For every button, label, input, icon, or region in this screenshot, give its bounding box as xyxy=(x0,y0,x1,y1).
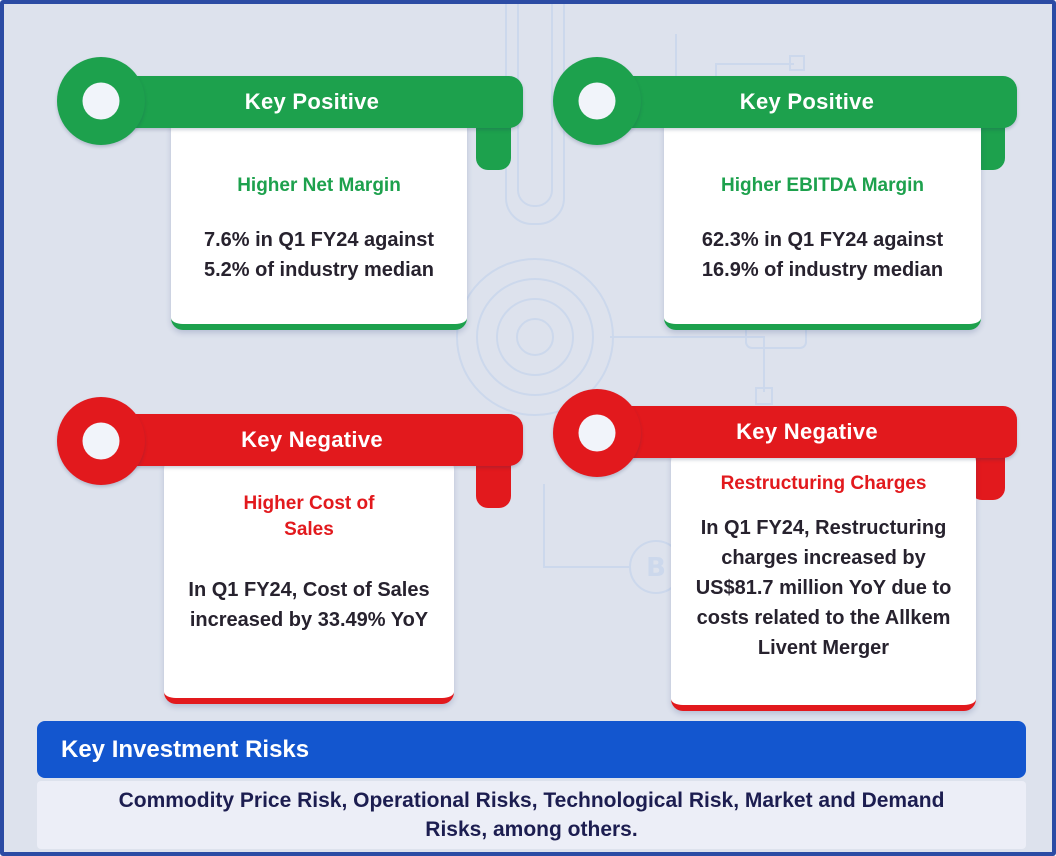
card-body: 7.6% in Q1 FY24 against 5.2% of industry… xyxy=(203,229,435,281)
risks-body-text: Commodity Price Risk, Operational Risks,… xyxy=(118,789,945,841)
risks-header-title: Key Investment Risks xyxy=(61,735,310,763)
key-bar: Key Positive xyxy=(597,76,1017,128)
svg-text:B: B xyxy=(646,553,666,583)
key-investment-risks-banner: Key Investment Risks xyxy=(37,721,1026,778)
card-body: In Q1 FY24, Cost of Sales increased by 3… xyxy=(188,579,430,631)
key-hole xyxy=(578,82,616,120)
key-bar: Key Negative xyxy=(597,406,1017,458)
key-hole xyxy=(82,82,120,120)
key-label: Key Positive xyxy=(739,89,875,114)
card-body: 62.3% in Q1 FY24 against 16.9% of indust… xyxy=(701,229,944,281)
key-negative-card: Restructuring Charges In Q1 FY24, Restru… xyxy=(671,449,976,711)
card-title: Higher Cost of Sales xyxy=(243,493,375,540)
key-bar: Key Positive xyxy=(101,76,523,128)
key-negative-restructuring-charges: Restructuring Charges In Q1 FY24, Restru… xyxy=(553,389,1017,719)
key-ring xyxy=(57,397,145,485)
key-label: Key Positive xyxy=(244,89,380,114)
key-positive-ebitda-margin: Higher EBITDA Margin 62.3% in Q1 FY24 ag… xyxy=(553,57,1017,342)
key-ring xyxy=(553,389,641,477)
key-ring xyxy=(553,57,641,145)
key-label: Key Negative xyxy=(736,419,878,444)
card-title: Higher EBITDA Margin xyxy=(720,175,925,196)
key-bar: Key Negative xyxy=(101,414,523,466)
card-title: Higher Net Margin xyxy=(237,175,401,196)
key-hole xyxy=(578,414,616,452)
card-body: In Q1 FY24, Restructuring charges increa… xyxy=(695,517,952,659)
key-hole xyxy=(82,422,120,460)
key-positive-card: Higher EBITDA Margin 62.3% in Q1 FY24 ag… xyxy=(664,117,981,330)
key-positive-net-margin: Higher Net Margin 7.6% in Q1 FY24 agains… xyxy=(57,57,523,342)
key-negative-card: Higher Cost of Sales In Q1 FY24, Cost of… xyxy=(164,457,454,704)
key-positive-card: Higher Net Margin 7.6% in Q1 FY24 agains… xyxy=(171,117,467,330)
key-ring xyxy=(57,57,145,145)
card-title: Restructuring Charges xyxy=(720,473,927,494)
key-label: Key Negative xyxy=(241,427,383,452)
key-investment-risks-body: Commodity Price Risk, Operational Risks,… xyxy=(37,781,1026,849)
key-negative-cost-of-sales: Higher Cost of Sales In Q1 FY24, Cost of… xyxy=(57,397,523,717)
